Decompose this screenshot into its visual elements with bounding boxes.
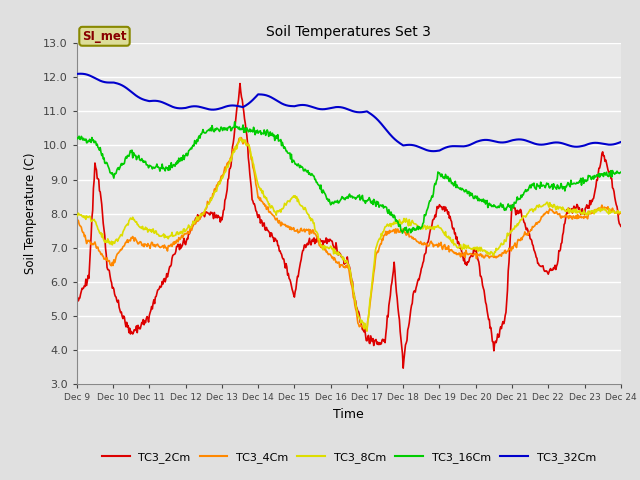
Legend: TC3_2Cm, TC3_4Cm, TC3_8Cm, TC3_16Cm, TC3_32Cm: TC3_2Cm, TC3_4Cm, TC3_8Cm, TC3_16Cm, TC3… — [97, 447, 600, 468]
X-axis label: Time: Time — [333, 408, 364, 420]
Y-axis label: Soil Temperature (C): Soil Temperature (C) — [24, 153, 38, 275]
Text: SI_met: SI_met — [82, 30, 127, 43]
Title: Soil Temperatures Set 3: Soil Temperatures Set 3 — [266, 25, 431, 39]
